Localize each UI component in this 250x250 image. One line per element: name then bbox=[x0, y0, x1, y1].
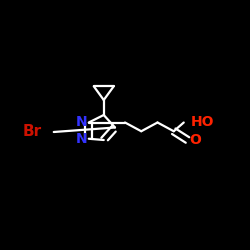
Text: N: N bbox=[76, 116, 88, 130]
Text: Br: Br bbox=[22, 124, 41, 140]
Text: O: O bbox=[189, 132, 201, 146]
Text: HO: HO bbox=[191, 116, 215, 130]
Text: N: N bbox=[76, 132, 88, 146]
